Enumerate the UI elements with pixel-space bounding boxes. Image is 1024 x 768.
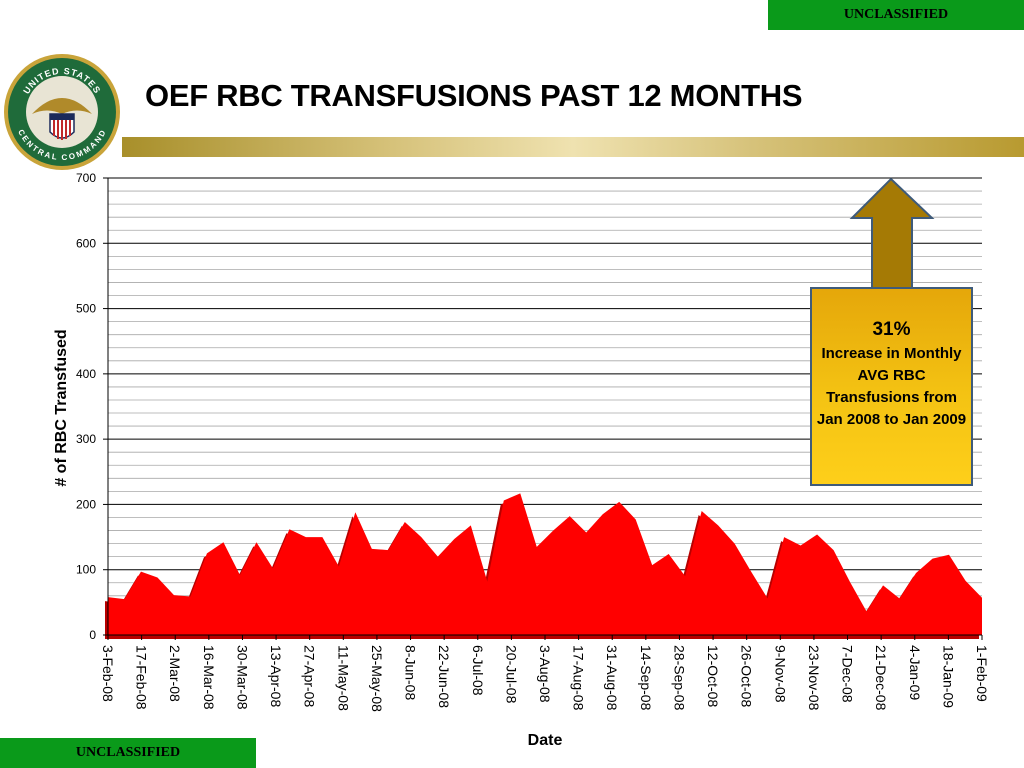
- x-tick-label: 13-Apr-08: [268, 645, 284, 707]
- x-axis-label: Date: [528, 732, 563, 749]
- x-tick-label: 1-Feb-09: [974, 645, 990, 702]
- y-tick-label: 600: [76, 236, 96, 250]
- x-tick-label: 23-Nov-08: [806, 645, 822, 711]
- y-tick-label: 400: [76, 367, 96, 381]
- classification-banner-bottom: UNCLASSIFIED: [0, 738, 256, 768]
- callout-text: Increase in Monthly AVG RBC Transfusions…: [816, 345, 967, 428]
- y-tick-label: 500: [76, 302, 96, 316]
- x-tick-label: 17-Feb-08: [134, 645, 150, 710]
- x-tick-label: 3-Feb-08: [100, 645, 116, 702]
- x-tick-label: 28-Sep-08: [671, 645, 687, 711]
- x-tick-label: 11-May-08: [335, 645, 351, 711]
- y-tick-label: 100: [76, 563, 96, 577]
- x-tick-label: 21-Dec-08: [873, 645, 889, 711]
- x-tick-label: 17-Aug-08: [571, 645, 587, 711]
- x-tick-label: 27-Apr-08: [302, 645, 318, 707]
- slide-title: OEF RBC TRANSFUSIONS PAST 12 MONTHS: [145, 78, 803, 113]
- y-tick-label: 200: [76, 497, 96, 511]
- title-underline-bar: [122, 137, 1024, 157]
- chart-axes: [103, 177, 983, 640]
- x-tick-label: 12-Oct-08: [705, 645, 721, 707]
- x-tick-label: 22-Jun-08: [436, 645, 452, 708]
- central-command-seal: UNITED STATES CENTRAL COMMAND: [4, 54, 120, 170]
- x-tick-label: 4-Jan-09: [907, 645, 923, 700]
- x-tick-label: 16-Mar-08: [201, 645, 217, 710]
- x-tick-label: 7-Dec-08: [840, 645, 856, 703]
- increase-callout: 31% Increase in Monthly AVG RBC Transfus…: [810, 287, 973, 486]
- callout-percent: 31%: [872, 319, 911, 340]
- chart-area-layer: [105, 493, 982, 639]
- axis-labels: # of RBC Transfused Date: [53, 329, 562, 749]
- x-tick-label: 26-Oct-08: [739, 645, 755, 707]
- y-tick-label: 0: [89, 628, 96, 642]
- y-axis-label: # of RBC Transfused: [53, 329, 70, 486]
- y-tick-label: 300: [76, 432, 96, 446]
- classification-banner-top: UNCLASSIFIED: [768, 0, 1024, 30]
- up-arrow-icon: [849, 177, 935, 289]
- area-series: [108, 493, 982, 635]
- y-tick-label: 700: [76, 171, 96, 185]
- x-tick-label: 8-Jun-08: [403, 645, 419, 700]
- x-tick-label: 25-May-08: [369, 645, 385, 712]
- x-tick-labels: 3-Feb-08 17-Feb-08 2-Mar-08 16-Mar-08 30-Mar…: [100, 645, 990, 712]
- x-tick-label: 6-Jul-08: [470, 645, 486, 696]
- x-tick-label: 2-Mar-08: [167, 645, 183, 702]
- x-tick-label: 3-Aug-08: [537, 645, 553, 703]
- x-tick-label: 30-Mar-08: [234, 645, 250, 710]
- x-tick-label: 14-Sep-08: [638, 645, 654, 711]
- x-tick-label: 18-Jan-09: [940, 645, 956, 708]
- x-tick-label: 31-Aug-08: [604, 645, 620, 711]
- increase-arrow: [849, 177, 935, 289]
- x-tick-label: 20-Jul-08: [503, 645, 519, 704]
- y-tick-labels: 0 100 200 300 400 500 600 700: [76, 171, 96, 642]
- x-tick-label: 9-Nov-08: [772, 645, 788, 703]
